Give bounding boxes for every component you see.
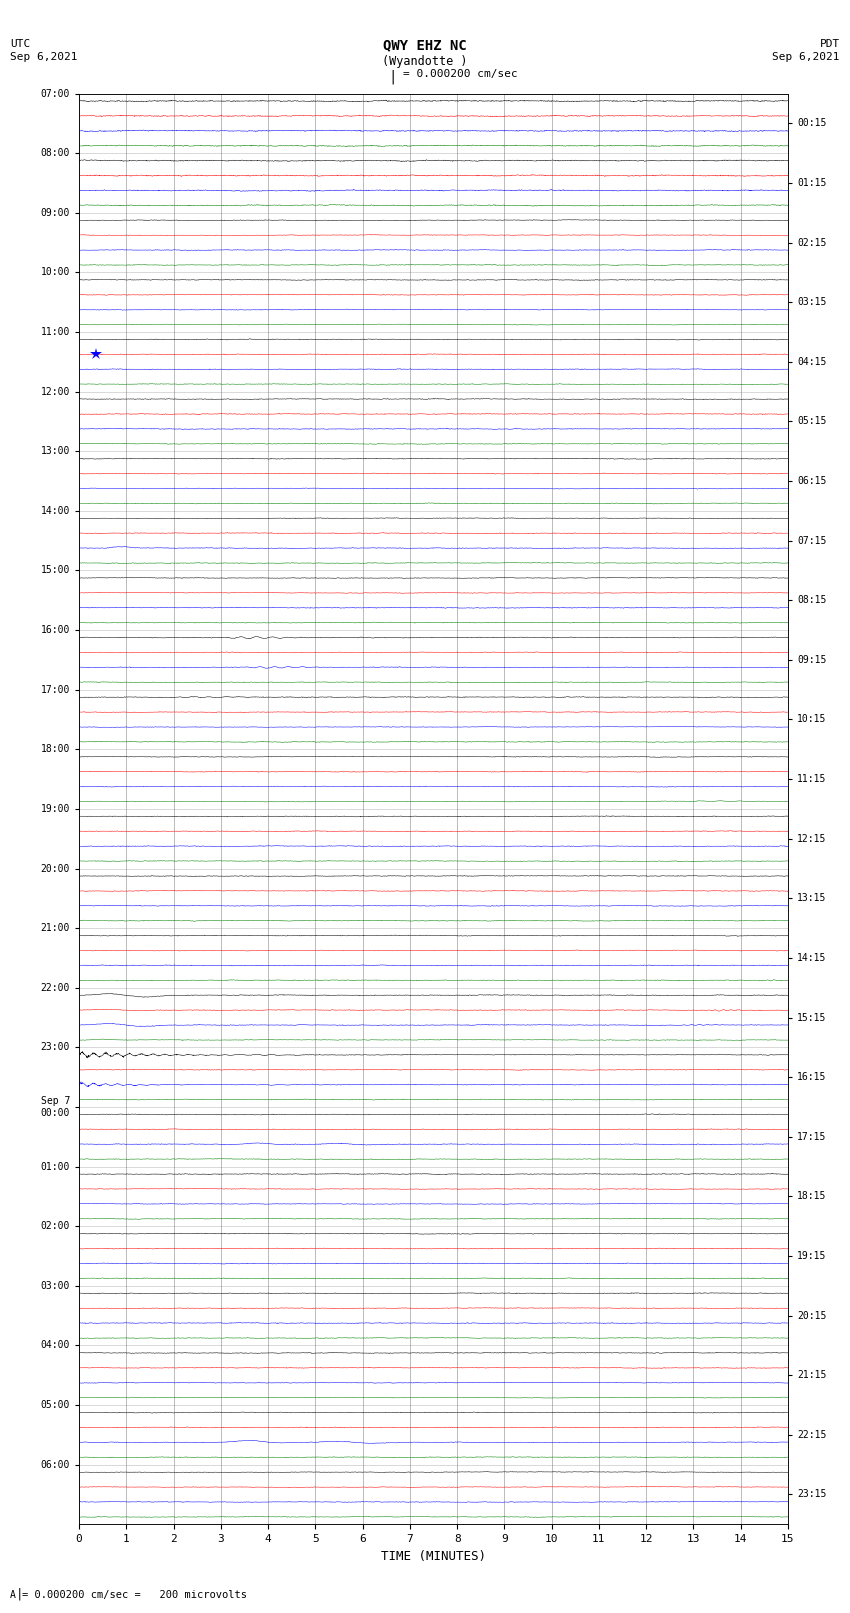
Text: (Wyandotte ): (Wyandotte ) bbox=[382, 55, 468, 68]
Text: |: | bbox=[15, 1587, 23, 1600]
X-axis label: TIME (MINUTES): TIME (MINUTES) bbox=[381, 1550, 486, 1563]
Text: = 0.000200 cm/sec: = 0.000200 cm/sec bbox=[403, 69, 518, 79]
Text: Sep 6,2021: Sep 6,2021 bbox=[773, 52, 840, 61]
Text: QWY EHZ NC: QWY EHZ NC bbox=[383, 39, 467, 53]
Text: PDT: PDT bbox=[819, 39, 840, 48]
Text: A: A bbox=[10, 1590, 16, 1600]
Text: UTC: UTC bbox=[10, 39, 31, 48]
Text: = 0.000200 cm/sec =   200 microvolts: = 0.000200 cm/sec = 200 microvolts bbox=[22, 1590, 247, 1600]
Text: Sep 6,2021: Sep 6,2021 bbox=[10, 52, 77, 61]
Text: |: | bbox=[388, 69, 397, 84]
